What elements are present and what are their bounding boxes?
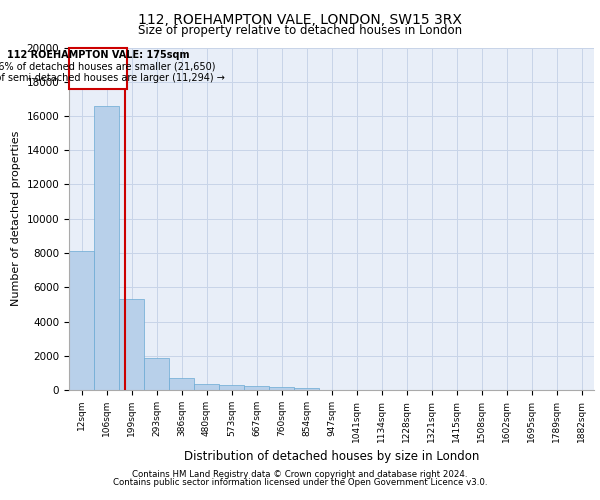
Text: 34% of semi-detached houses are larger (11,294) →: 34% of semi-detached houses are larger (… — [0, 74, 225, 84]
Bar — [219, 386, 244, 390]
Bar — [94, 106, 119, 390]
Bar — [294, 388, 319, 390]
Bar — [119, 299, 144, 390]
Bar — [244, 386, 269, 390]
X-axis label: Distribution of detached houses by size in London: Distribution of detached houses by size … — [184, 450, 479, 463]
Text: Contains public sector information licensed under the Open Government Licence v3: Contains public sector information licen… — [113, 478, 487, 487]
Bar — [144, 358, 169, 390]
FancyBboxPatch shape — [69, 48, 127, 88]
Text: Contains HM Land Registry data © Crown copyright and database right 2024.: Contains HM Land Registry data © Crown c… — [132, 470, 468, 479]
Text: 112, ROEHAMPTON VALE, LONDON, SW15 3RX: 112, ROEHAMPTON VALE, LONDON, SW15 3RX — [138, 12, 462, 26]
Text: 112 ROEHAMPTON VALE: 175sqm: 112 ROEHAMPTON VALE: 175sqm — [7, 50, 189, 60]
Bar — [69, 252, 94, 390]
Bar — [169, 378, 194, 390]
Bar — [269, 387, 294, 390]
Text: ← 66% of detached houses are smaller (21,650): ← 66% of detached houses are smaller (21… — [0, 62, 215, 72]
Bar — [194, 384, 219, 390]
Y-axis label: Number of detached properties: Number of detached properties — [11, 131, 21, 306]
Text: Size of property relative to detached houses in London: Size of property relative to detached ho… — [138, 24, 462, 37]
